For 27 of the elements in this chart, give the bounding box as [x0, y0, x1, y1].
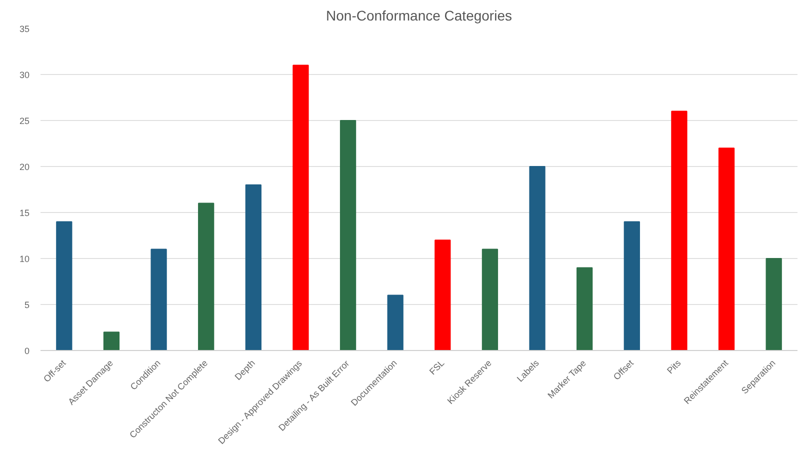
- x-tick-label: FSL: [427, 358, 446, 377]
- y-tick-label: 35: [19, 24, 30, 34]
- bar: [340, 120, 356, 350]
- y-tick-label: 25: [19, 116, 30, 126]
- bar: [718, 148, 735, 350]
- bar: [292, 64, 309, 350]
- bar: [671, 110, 688, 350]
- bar: [56, 221, 72, 350]
- bar: [103, 332, 120, 350]
- bar: [576, 267, 593, 350]
- bar: [150, 248, 167, 350]
- y-tick-label: 20: [19, 162, 30, 172]
- bar: [529, 166, 546, 350]
- bar: [387, 294, 404, 350]
- bar: [766, 258, 782, 350]
- chart-title: Non-Conformance Categories: [326, 8, 512, 24]
- bar: [434, 240, 451, 350]
- bar: [482, 248, 498, 350]
- bar: [624, 221, 640, 350]
- y-tick-label: 5: [24, 300, 30, 310]
- y-tick-label: 0: [24, 346, 30, 356]
- x-tick-label: Pits: [665, 358, 684, 376]
- y-tick-label: 15: [19, 208, 30, 218]
- y-tick-label: 30: [19, 70, 30, 80]
- y-tick-label: 10: [19, 254, 30, 264]
- bar: [198, 202, 214, 350]
- bar: [245, 184, 262, 350]
